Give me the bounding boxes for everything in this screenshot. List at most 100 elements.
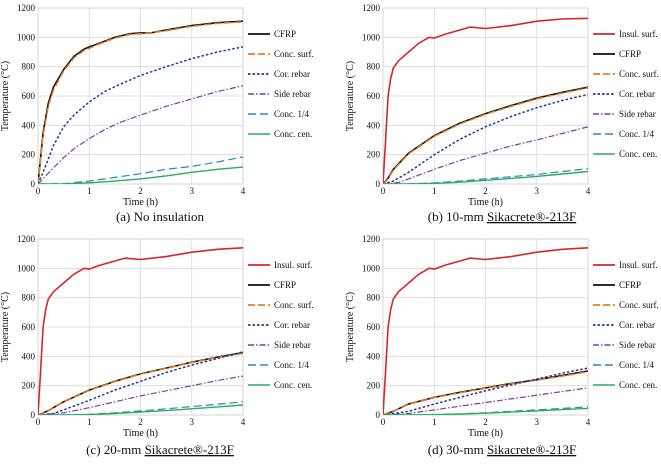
y-tick-label: 1000 xyxy=(362,263,381,273)
series-line-conc-1-4 xyxy=(383,168,588,184)
x-tick-label: 4 xyxy=(586,417,591,427)
legend-label: Conc. 1/4 xyxy=(619,360,654,370)
legend-label: Insul. surf. xyxy=(274,260,313,270)
legend-label: Cor. rebar xyxy=(619,89,655,99)
y-tick-label: 0 xyxy=(31,410,36,420)
legend-label: Conc. surf. xyxy=(274,300,314,310)
series-line-conc-1-4 xyxy=(38,156,243,184)
y-tick-label: 200 xyxy=(22,150,36,160)
chart-panel-d: 0 1 2 3 4 0 200 400 600 800 1000 1200 Time (h) Temper… xyxy=(345,234,659,439)
chart-panel-b: 0 1 2 3 4 0 200 400 600 800 1000 1200 Time (h) Temper… xyxy=(345,3,659,208)
y-tick-label: 600 xyxy=(22,322,36,332)
y-tick-label: 400 xyxy=(367,351,381,361)
legend-label: Side rebar xyxy=(619,340,656,350)
legend-label: Cor. rebar xyxy=(274,69,310,79)
caption-product-name: Sikacrete®-213F xyxy=(487,209,576,224)
x-tick-label: 2 xyxy=(483,186,488,196)
y-tick-label: 800 xyxy=(367,62,381,72)
series-line-conc-cen- xyxy=(383,170,588,184)
legend-label: CFRP xyxy=(274,280,296,290)
y-tick-label: 600 xyxy=(367,91,381,101)
y-tick-label: 1200 xyxy=(362,234,381,244)
x-tick-label: 1 xyxy=(87,417,92,427)
panel-caption: (c) 20-mm Sikacrete®-213F xyxy=(86,442,234,457)
legend-label: Side rebar xyxy=(619,109,656,119)
y-tick-label: 400 xyxy=(367,120,381,130)
legend-label: Conc. 1/4 xyxy=(619,129,654,139)
caption-text: (a) No insulation xyxy=(116,209,205,224)
y-tick-label: 1000 xyxy=(362,32,381,42)
series-line-insul-surf- xyxy=(38,247,243,415)
series-line-conc-cen- xyxy=(38,404,243,415)
x-axis-label: Time (h) xyxy=(468,197,503,208)
legend-label: Conc. cen. xyxy=(619,149,657,159)
x-tick-label: 1 xyxy=(432,417,437,427)
y-tick-label: 400 xyxy=(22,120,36,130)
y-tick-label: 800 xyxy=(22,293,36,303)
legend-label: Conc. surf. xyxy=(619,69,659,79)
legend-label: Conc. 1/4 xyxy=(274,109,309,119)
legend-label: Insul. surf. xyxy=(619,29,658,39)
x-tick-label: 0 xyxy=(381,417,386,427)
legend-label: CFRP xyxy=(619,49,641,59)
series-line-cor-rebar xyxy=(38,351,243,415)
legend-label: CFRP xyxy=(274,29,296,39)
panel-caption: (d) 30-mm Sikacrete®-213F xyxy=(428,442,577,457)
y-tick-label: 200 xyxy=(22,381,36,391)
legend-label: Conc. cen. xyxy=(274,129,312,139)
series-line-conc-cen- xyxy=(383,407,588,415)
x-axis-label: Time (h) xyxy=(468,428,503,439)
y-axis-label: Temperature (°C) xyxy=(345,292,356,362)
caption-text: (c) 20-mm xyxy=(86,442,144,457)
legend-label: CFRP xyxy=(619,280,641,290)
series-line-conc-surf- xyxy=(383,87,588,184)
x-tick-label: 3 xyxy=(190,417,195,427)
x-tick-label: 0 xyxy=(381,186,386,196)
legend-label: Side rebar xyxy=(274,89,311,99)
x-axis-label: Time (h) xyxy=(123,428,158,439)
y-tick-label: 1000 xyxy=(17,32,36,42)
chart-panel-a: 0 1 2 3 4 0 200 400 600 800 1000 1200 Time (h) Temper… xyxy=(0,3,314,208)
legend-label: Conc. cen. xyxy=(619,380,657,390)
x-tick-label: 3 xyxy=(535,417,540,427)
x-tick-label: 1 xyxy=(87,186,92,196)
x-tick-label: 3 xyxy=(535,186,540,196)
series-line-side-rebar xyxy=(38,375,243,415)
y-tick-label: 400 xyxy=(22,351,36,361)
series-line-conc-1-4 xyxy=(38,401,243,415)
chart-panel-c: 0 1 2 3 4 0 200 400 600 800 1000 1200 Time (h) Temper… xyxy=(0,234,314,439)
series-line-insul-surf- xyxy=(383,17,588,184)
series-line-cor-rebar xyxy=(38,46,243,184)
legend-label: Side rebar xyxy=(274,340,311,350)
y-tick-label: 800 xyxy=(367,293,381,303)
x-tick-label: 4 xyxy=(241,186,246,196)
x-tick-label: 1 xyxy=(432,186,437,196)
y-tick-label: 0 xyxy=(376,179,381,189)
x-tick-label: 3 xyxy=(190,186,195,196)
series-line-conc-cen- xyxy=(38,166,243,184)
x-axis-label: Time (h) xyxy=(123,197,158,208)
legend-label: Conc. cen. xyxy=(274,380,312,390)
series-line-cor-rebar xyxy=(383,367,588,415)
y-tick-label: 200 xyxy=(367,381,381,391)
x-tick-label: 4 xyxy=(241,417,246,427)
y-tick-label: 1200 xyxy=(17,234,36,244)
x-tick-label: 2 xyxy=(483,417,488,427)
y-tick-label: 1200 xyxy=(17,3,36,13)
caption-text: (d) 30-mm xyxy=(428,442,487,457)
series-line-cor-rebar xyxy=(383,93,588,184)
series-line-side-rebar xyxy=(38,85,243,184)
y-axis-label: Temperature (°C) xyxy=(345,61,356,131)
y-tick-label: 1000 xyxy=(17,263,36,273)
x-tick-label: 2 xyxy=(138,186,143,196)
series-line-conc-surf- xyxy=(38,352,243,415)
y-axis-label: Temperature (°C) xyxy=(0,292,11,362)
legend-label: Conc. 1/4 xyxy=(274,360,309,370)
y-tick-label: 800 xyxy=(22,62,36,72)
caption-product-name: Sikacrete®-213F xyxy=(487,442,576,457)
x-tick-label: 4 xyxy=(586,186,591,196)
legend-label: Cor. rebar xyxy=(274,320,310,330)
y-tick-label: 0 xyxy=(376,410,381,420)
